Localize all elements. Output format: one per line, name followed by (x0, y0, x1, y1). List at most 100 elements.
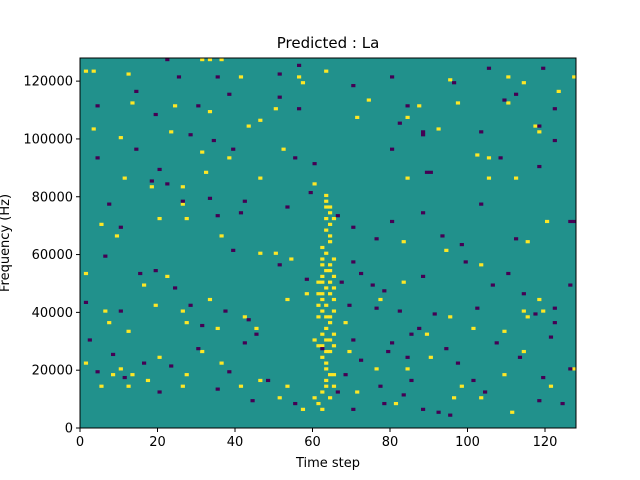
heatmap-cell-positive (479, 396, 484, 400)
heatmap-cell-positive (328, 269, 333, 273)
heatmap-cell-negative (180, 199, 185, 203)
heatmap-cell-positive (180, 384, 185, 388)
heatmap-cell-negative (223, 309, 228, 313)
y-tick-label: 100000 (23, 132, 73, 147)
heatmap-cell-negative (421, 130, 426, 134)
heatmap-cell-negative (490, 283, 495, 287)
heatmap-cell-negative (250, 399, 255, 403)
heatmap-cell-negative (343, 373, 348, 377)
heatmap-cell-negative (421, 211, 426, 215)
heatmap-cell-negative (308, 190, 313, 195)
heatmap-cell-positive (173, 104, 178, 108)
y-tick-label: 120000 (23, 75, 73, 90)
heatmap-cell-positive (324, 199, 329, 203)
heatmap-cell-negative (157, 167, 162, 172)
heatmap-cell-positive (169, 130, 174, 134)
heatmap-cell-positive (83, 271, 89, 276)
heatmap-cell-negative (87, 338, 92, 342)
heatmap-cell-positive (126, 72, 131, 76)
heatmap-cell-positive (289, 257, 294, 261)
x-tick-label: 120 (533, 435, 558, 450)
heatmap-cell-positive (200, 150, 205, 154)
heatmap-cell-positive (328, 263, 333, 267)
heatmap-cell-negative (215, 75, 220, 79)
heatmap-cell-negative (122, 375, 127, 380)
heatmap-cell-positive (328, 292, 333, 296)
x-axis: 0 20 40 60 80 100 120 (76, 428, 558, 450)
heatmap-cell-positive (475, 153, 480, 157)
heatmap-cell-positive (324, 216, 329, 221)
heatmap-cell-positive (331, 373, 337, 377)
heatmap-cell-positive (118, 367, 123, 371)
heatmap-cell-negative (421, 133, 426, 137)
y-tick-label: 20000 (32, 364, 73, 379)
heatmap-cell-positive (328, 315, 333, 319)
heatmap-cell-negative (231, 248, 236, 252)
heatmap-cell-positive (324, 315, 329, 319)
heatmap-cell-negative (386, 349, 391, 354)
heatmap-cell-positive (545, 219, 550, 224)
heatmap-cell-negative (157, 390, 162, 394)
heatmap-cell-negative (436, 410, 441, 414)
heatmap-cell-negative (188, 133, 193, 137)
heatmap-cell-positive (114, 234, 120, 238)
heatmap-cell-positive (521, 81, 526, 85)
heatmap-cell-negative (494, 341, 499, 345)
heatmap-cell-negative (107, 202, 112, 206)
heatmap-cell-negative (483, 390, 488, 394)
heatmap-cell-negative (459, 243, 464, 247)
heatmap-cell-positive (83, 69, 89, 73)
heatmap-cell-positive (304, 292, 309, 296)
heatmap-cell-positive (324, 338, 329, 342)
heatmap-cell-negative (463, 260, 468, 264)
heatmap-cell-positive (246, 124, 251, 128)
heatmap-cell-positive (200, 58, 205, 62)
heatmap-cell-negative (351, 407, 356, 411)
heatmap-cell-positive (405, 115, 410, 119)
heatmap-cell-positive (130, 101, 135, 105)
heatmap-cell-negative (335, 390, 340, 394)
heatmap-cell-negative (254, 332, 259, 336)
heatmap-cell-negative (374, 306, 379, 310)
heatmap-cell-positive (316, 280, 321, 284)
heatmap-cell-positive (180, 185, 185, 189)
heatmap-cell-positive (316, 292, 321, 296)
heatmap-cell-negative (95, 156, 100, 160)
heatmap-cell-positive (227, 156, 232, 160)
heatmap-cell-negative (417, 326, 422, 331)
heatmap-cell-negative (521, 292, 526, 296)
heatmap-cell-positive (165, 274, 170, 278)
heatmap-cell-positive (324, 378, 329, 383)
heatmap-cell-negative (514, 237, 519, 241)
heatmap-cell-positive (424, 332, 430, 336)
heatmap-cell-positive (184, 216, 189, 221)
heatmap-cell-positive (281, 147, 286, 151)
heatmap-cell-positive (572, 367, 577, 371)
heatmap-cell-positive (316, 303, 321, 307)
heatmap-cell-positive (200, 349, 205, 354)
heatmap-cell-positive (448, 78, 453, 82)
heatmap-cell-positive (401, 240, 406, 244)
heatmap-cell-positive (157, 355, 162, 359)
heatmap-cell-positive (111, 373, 116, 377)
heatmap-cell-negative (153, 269, 158, 273)
heatmap-cell-negative (83, 300, 89, 304)
heatmap-cell-positive (316, 315, 321, 319)
heatmap-cell-negative (479, 202, 484, 206)
heatmap-cell-positive (219, 58, 224, 62)
heatmap-cell-positive (258, 118, 263, 122)
heatmap-cell-negative (405, 104, 410, 108)
heatmap-cell-positive (180, 309, 185, 313)
heatmap-cell-positive (207, 110, 213, 114)
heatmap-cell-negative (448, 413, 453, 417)
heatmap-cell-positive (320, 332, 325, 336)
heatmap-cell-positive (320, 344, 325, 348)
heatmap-cell-positive (510, 410, 515, 414)
heatmap-cell-positive (324, 326, 329, 331)
heatmap-cell-negative (552, 138, 557, 143)
heatmap-cell-negative (285, 205, 290, 209)
x-axis-label: Time step (295, 456, 360, 471)
y-tick-label: 80000 (32, 190, 73, 205)
heatmap-cell-positive (91, 69, 96, 73)
heatmap-cell-negative (452, 81, 457, 85)
